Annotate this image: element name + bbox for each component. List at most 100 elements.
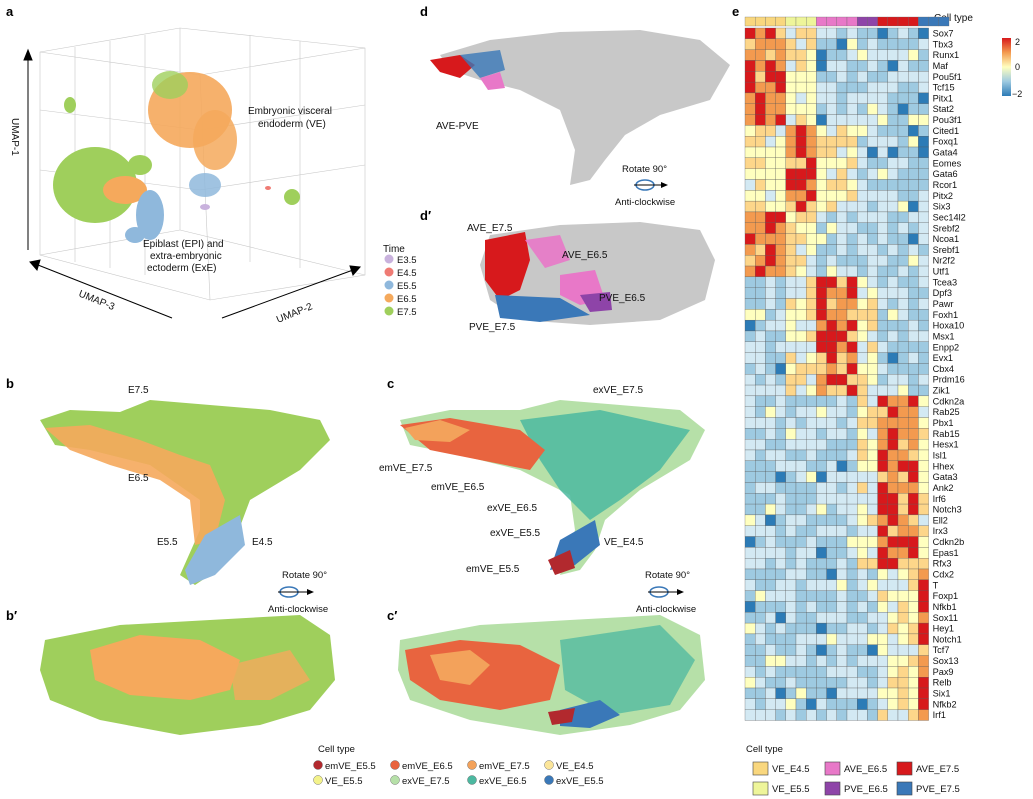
heatmap-cell bbox=[826, 590, 837, 602]
label-ave-pve: AVE-PVE bbox=[436, 121, 479, 132]
heatmap-cell bbox=[816, 341, 827, 353]
heatmap-cell bbox=[908, 633, 919, 645]
heatmap-cell bbox=[826, 449, 837, 461]
heatmap-cell bbox=[908, 460, 919, 472]
heatmap-cell bbox=[918, 601, 929, 613]
heatmap-cell bbox=[775, 319, 786, 332]
heatmap-cell bbox=[857, 244, 868, 256]
heatmap-cell bbox=[857, 146, 868, 158]
heatmap-cell bbox=[877, 395, 888, 407]
heatmap-header-cell bbox=[938, 16, 950, 27]
heatmap-cell bbox=[836, 103, 848, 115]
gene-label: Pbx1 bbox=[933, 418, 954, 428]
heatmap-cell bbox=[867, 136, 878, 148]
heatmap-cell bbox=[908, 71, 919, 83]
heatmap-cell bbox=[877, 38, 888, 50]
heatmap-cell bbox=[816, 81, 827, 94]
heatmap-cell bbox=[755, 493, 766, 505]
heatmap-cell bbox=[836, 633, 848, 645]
heatmap-cell bbox=[795, 644, 807, 656]
heatmap-cell bbox=[836, 276, 848, 288]
heatmap-cell bbox=[806, 125, 817, 137]
heatmap-cell bbox=[775, 157, 786, 169]
celltype-legend-label: exVE_E5.5 bbox=[556, 776, 604, 787]
heatmap-cell bbox=[755, 146, 766, 158]
gene-label: Tcea3 bbox=[933, 277, 958, 287]
heatmap-cell bbox=[775, 200, 786, 213]
heatmap-cell bbox=[795, 255, 807, 267]
heatmap-cell bbox=[826, 428, 837, 440]
heatmap-cell bbox=[846, 547, 858, 559]
heatmap-cell bbox=[867, 179, 878, 191]
heatmap-cell bbox=[877, 525, 888, 537]
heatmap-cell bbox=[755, 179, 766, 191]
heatmap-cell bbox=[765, 579, 776, 591]
heatmap-cell bbox=[846, 655, 858, 667]
heatmap-cell bbox=[816, 439, 827, 451]
heatmap-cell bbox=[836, 81, 848, 94]
heatmap-cell bbox=[785, 687, 797, 699]
heatmap-cell bbox=[908, 92, 919, 104]
heatmap-cell bbox=[867, 255, 878, 267]
time-legend-label: E7.5 bbox=[397, 307, 417, 318]
heatmap-cell bbox=[755, 449, 766, 461]
heatmap-cell bbox=[836, 157, 848, 169]
label-exve-e7-5: exVE_E7.5 bbox=[593, 385, 643, 396]
heatmap-cell bbox=[795, 525, 807, 537]
heatmap-cell bbox=[887, 449, 899, 461]
heatmap-cell bbox=[877, 514, 888, 526]
heatmap-cell bbox=[765, 590, 776, 602]
heatmap-cell bbox=[795, 558, 807, 570]
heatmap-cell bbox=[867, 200, 878, 213]
heatmap-cell bbox=[744, 298, 756, 310]
heatmap-cell bbox=[846, 190, 858, 202]
heatmap-cell bbox=[826, 352, 837, 364]
heatmap-cell bbox=[887, 428, 899, 440]
heatmap-cell bbox=[836, 493, 848, 505]
heatmap-cell bbox=[816, 536, 827, 548]
heatmap-cell bbox=[785, 244, 797, 256]
heatmap-cell bbox=[918, 114, 929, 126]
heatmap-cell bbox=[908, 666, 919, 678]
heatmap-cell bbox=[836, 558, 848, 570]
heatmap-cell bbox=[806, 157, 817, 169]
heatmap-cell bbox=[765, 330, 776, 342]
heatmap-cell bbox=[836, 27, 848, 39]
heatmap-cell bbox=[846, 298, 858, 310]
gene-label: Enpp2 bbox=[933, 342, 960, 352]
heatmap-cell bbox=[836, 319, 848, 332]
heatmap-cell bbox=[755, 590, 766, 602]
heatmap-cell bbox=[744, 179, 756, 191]
heatmap-cell bbox=[908, 255, 919, 267]
heatmap-cell bbox=[806, 525, 817, 537]
heatmap-cell bbox=[836, 255, 848, 267]
heatmap-cell bbox=[887, 622, 899, 635]
heatmap-cell bbox=[795, 568, 807, 580]
heatmap-cell bbox=[897, 190, 909, 202]
celltype-legend-label: VE_E4.5 bbox=[556, 761, 594, 772]
heatmap-cell bbox=[755, 168, 766, 180]
heatmap-cell bbox=[816, 460, 827, 472]
heatmap-cell bbox=[877, 341, 888, 353]
heatmap-cell bbox=[918, 341, 929, 353]
heatmap-legend-swatch bbox=[752, 761, 769, 776]
heatmap-cell bbox=[826, 612, 837, 624]
heatmap-cell bbox=[836, 200, 848, 213]
gene-label: Hoxa10 bbox=[933, 321, 965, 331]
heatmap-cell bbox=[836, 666, 848, 678]
heatmap-cell bbox=[846, 709, 858, 721]
heatmap-cell bbox=[857, 363, 868, 375]
heatmap-cell bbox=[867, 38, 878, 50]
gene-label: Pitx2 bbox=[933, 191, 953, 201]
heatmap-cell bbox=[755, 482, 766, 494]
heatmap-cell bbox=[755, 687, 766, 699]
heatmap-cell bbox=[857, 200, 868, 213]
heatmap-cell bbox=[846, 179, 858, 191]
heatmap-cell bbox=[806, 568, 817, 580]
gene-label: Cdkn2a bbox=[933, 396, 966, 406]
heatmap-cell bbox=[806, 514, 817, 526]
heatmap-cell bbox=[846, 49, 858, 61]
heatmap-cell bbox=[806, 417, 817, 429]
rotate-icon bbox=[648, 586, 684, 598]
heatmap-cell bbox=[918, 503, 929, 516]
